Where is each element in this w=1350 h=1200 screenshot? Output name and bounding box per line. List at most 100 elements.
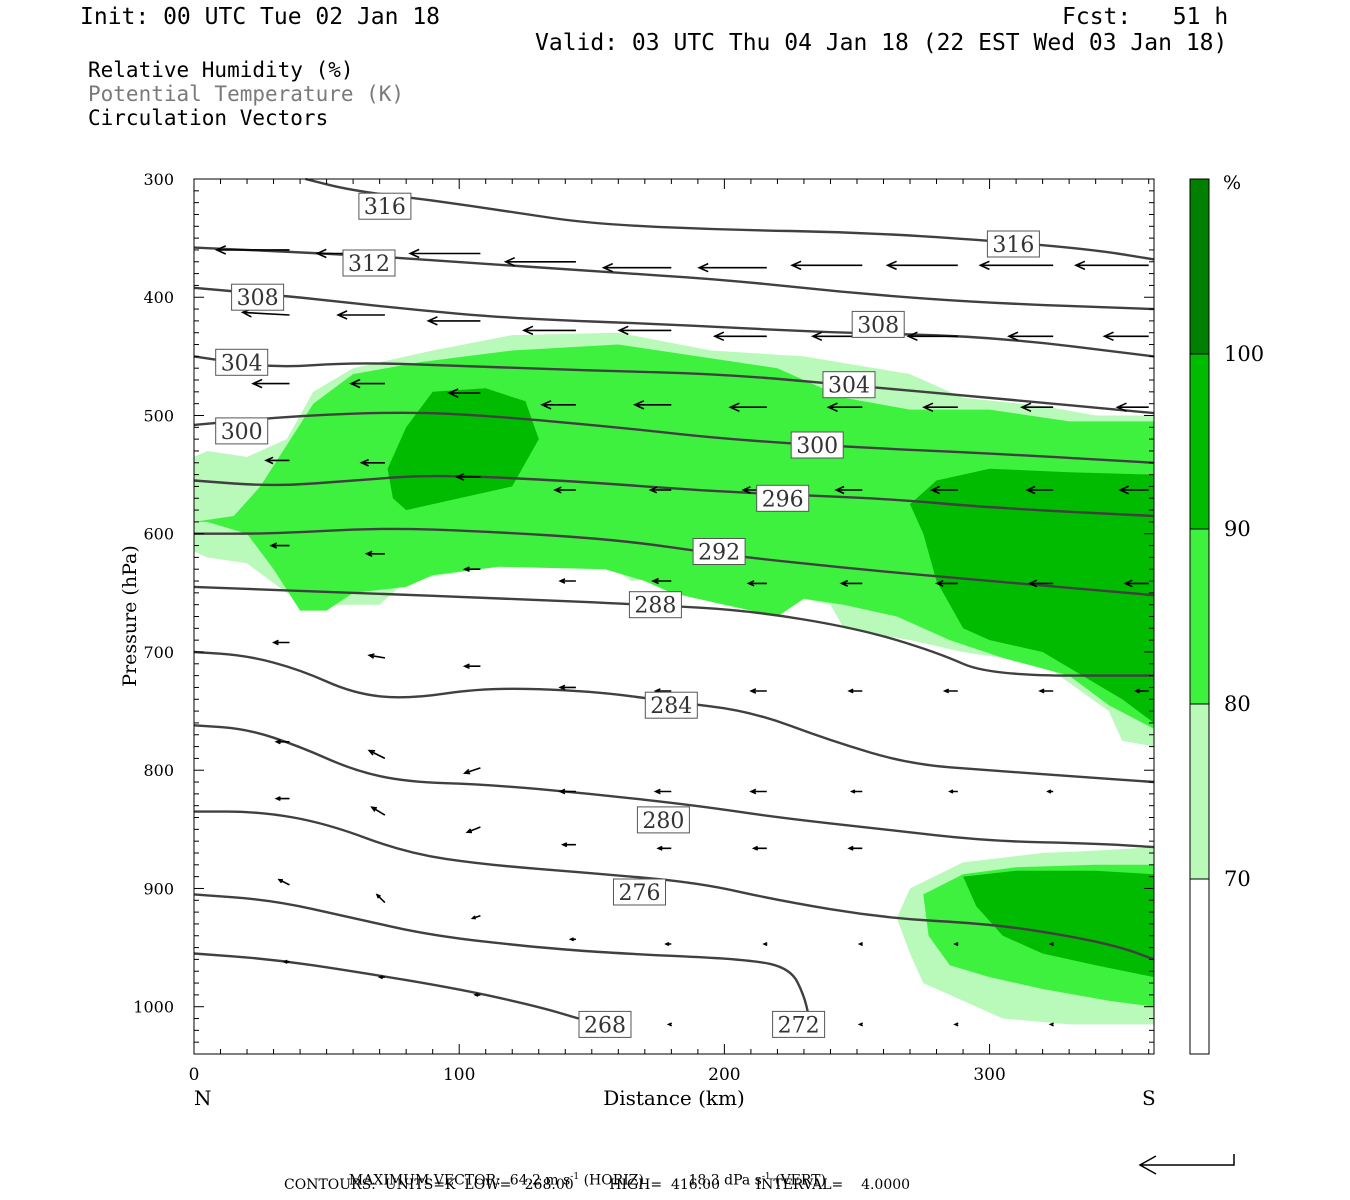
contour-label-box [986, 230, 1040, 258]
contour-label-box [756, 484, 810, 512]
legend-potential-temperature: Potential Temperature (K) [88, 82, 405, 106]
circulation-vector-41 [364, 550, 385, 558]
theta-contour-268 [193, 952, 579, 1020]
theta-contour-300 [193, 411, 1155, 464]
contour-label-272-16: 272 [772, 1010, 826, 1038]
circulation-vector-62 [462, 767, 481, 775]
circulation-vector-30 [264, 456, 290, 465]
circulation-vector-81 [762, 941, 768, 947]
contour-label-box [790, 431, 844, 459]
colorbar-level-80: 80 [1224, 692, 1251, 716]
circulation-vector-31 [359, 458, 385, 467]
contour-label-300-7: 300 [215, 417, 269, 445]
circulation-vector-74 [751, 845, 767, 851]
circulation-vector-48 [1027, 579, 1054, 588]
theta-contour-308 [193, 286, 1155, 358]
circulation-vector-44 [651, 577, 672, 585]
legend-circulation-vectors: Circulation Vectors [88, 106, 329, 130]
max-vector-key [1138, 1154, 1235, 1175]
circulation-vector-20 [251, 378, 290, 389]
circulation-vector-50 [271, 639, 290, 646]
circulation-vector-60 [274, 739, 290, 745]
y-tick-label-400: 400 [143, 288, 174, 307]
circulation-vector-78 [470, 914, 481, 920]
y-tick-label-900: 900 [143, 879, 174, 898]
contour-label-316-0: 316 [358, 192, 412, 220]
contour-label-box [215, 417, 269, 445]
max-vector-horiz: 64.2 m s [509, 1172, 571, 1189]
contour-label-box [215, 348, 269, 376]
relative-humidity-fill [194, 332, 1154, 1025]
circulation-vector-26 [826, 402, 863, 413]
contour-label-text: 280 [642, 809, 684, 834]
init-time-label: Init: 00 UTC Tue 02 Jan 18 [80, 4, 441, 30]
circulation-vector-68 [1046, 789, 1054, 794]
circulation-vector-49 [1123, 579, 1149, 588]
circulation-vector-23 [540, 400, 576, 410]
max-vector-arrow [1138, 1154, 1235, 1175]
circulation-vector-27 [922, 402, 958, 413]
y-tick-label-300: 300 [143, 170, 174, 189]
circulation-vector-52 [462, 663, 481, 670]
contour-label-box [822, 371, 876, 399]
circulation-vector-72 [560, 842, 576, 848]
circulation-vector-36 [834, 485, 863, 495]
contour-label-text: 288 [634, 594, 676, 619]
circulation-vector-84 [1048, 941, 1054, 947]
circulation-vector-71 [465, 826, 481, 834]
circulation-vector-39 [1118, 485, 1149, 495]
contour-label-box [628, 591, 682, 619]
theta-contour-312 [193, 246, 1155, 311]
contour-label-text: 292 [698, 541, 740, 566]
circulation-vector-55 [749, 688, 767, 694]
circulation-vector-9 [1073, 260, 1149, 271]
circulation-vector-5 [697, 262, 767, 273]
contour-label-text: 300 [796, 434, 838, 459]
y-tick-label-700: 700 [143, 643, 174, 662]
contour-label-text: 304 [828, 374, 870, 399]
contour-label-292-10: 292 [692, 538, 746, 566]
contour-label-box [772, 1010, 826, 1038]
circulation-vector-19 [1102, 331, 1149, 342]
circulation-vector-15 [712, 331, 767, 342]
contour-labels: 316 316 312 308 308 304 304 300 300 296 292 288 284 2… [215, 192, 1040, 1038]
contour-label-text: 268 [584, 1013, 626, 1038]
x-tick-label-100: 100 [443, 1065, 475, 1085]
max-vector-horiz-exponent: -1 [570, 1172, 580, 1182]
circulation-vector-2 [408, 248, 481, 259]
max-vector-vert-tail: (VERT) [770, 1172, 826, 1189]
contour-label-308-3: 308 [231, 283, 285, 311]
circulation-vector-85 [282, 959, 290, 964]
circulation-vector-14 [617, 325, 672, 336]
circulation-vector-22 [447, 388, 481, 398]
circulation-vector-63 [558, 788, 576, 795]
contour-label-text: 308 [237, 286, 279, 311]
circulation-vector-57 [942, 688, 958, 694]
legend-relative-humidity: Relative Humidity (%) [88, 58, 354, 82]
contour-label-text: 312 [348, 252, 390, 277]
contour-label-300-8: 300 [790, 431, 844, 459]
x-tick-label-300: 300 [973, 1065, 1005, 1085]
circulation-vector-73 [656, 845, 672, 851]
x-tick-label-0: 0 [189, 1065, 200, 1085]
theta-contour-296 [193, 474, 1155, 518]
contour-label-box [231, 283, 285, 311]
y-axis-title: Pressure (hPa) [119, 545, 141, 687]
circulation-vector-79 [568, 937, 576, 942]
circulation-vector-88 [666, 1022, 673, 1027]
circulation-vector-38 [1025, 485, 1054, 495]
theta-contour-284 [193, 650, 1155, 784]
contour-label-box [358, 192, 412, 220]
colorbar-level-70: 70 [1224, 867, 1251, 891]
colorbar: % 70 80 90 100 [1189, 172, 1264, 1055]
axes: 0 100 200 300 300 400 500 600 700 800 900 1000 Dista… [119, 170, 1156, 1110]
contour-label-316-1: 316 [986, 230, 1040, 258]
contour-label-box [342, 249, 396, 277]
circulation-vector-42 [462, 566, 481, 573]
south-end-label: S [1142, 1086, 1156, 1110]
circulation-vector-80 [664, 941, 672, 947]
circulation-vector-33 [553, 486, 576, 494]
circulation-vector-90 [953, 1022, 959, 1027]
contour-label-text: 296 [762, 487, 804, 512]
circulation-vector-89 [857, 1022, 864, 1027]
